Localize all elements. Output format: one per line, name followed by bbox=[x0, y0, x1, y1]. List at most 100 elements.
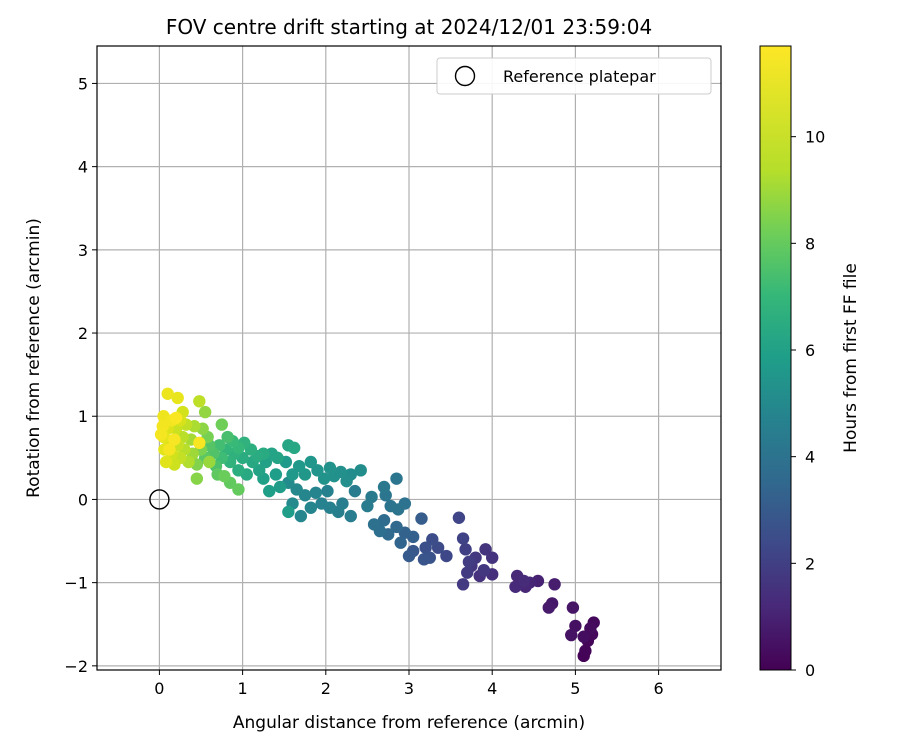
data-point bbox=[584, 622, 597, 635]
data-point bbox=[384, 499, 397, 513]
x-tick-label: 3 bbox=[404, 679, 414, 698]
data-point bbox=[218, 469, 231, 483]
colorbar-tick-label: 10 bbox=[805, 128, 825, 147]
data-point bbox=[340, 474, 353, 488]
data-point bbox=[215, 418, 228, 431]
data-point bbox=[577, 630, 590, 643]
x-tick-label: 6 bbox=[654, 679, 664, 698]
data-point bbox=[417, 553, 431, 566]
data-point bbox=[193, 395, 206, 408]
y-axis-ticks: −2 −1 0 1 2 3 4 5 bbox=[64, 74, 97, 676]
data-point bbox=[565, 628, 578, 642]
data-point bbox=[193, 436, 206, 450]
colorbar-ticks: 0 2 4 6 8 10 bbox=[791, 128, 825, 680]
legend-label: Reference platepar bbox=[503, 67, 656, 86]
data-point bbox=[171, 391, 184, 405]
colorbar-tick-label: 8 bbox=[805, 234, 815, 253]
data-point bbox=[394, 536, 407, 549]
y-tick-label: −2 bbox=[64, 657, 88, 676]
y-tick-label: 0 bbox=[78, 490, 88, 509]
data-point bbox=[548, 578, 561, 591]
data-point bbox=[354, 464, 367, 477]
data-point bbox=[402, 549, 416, 563]
x-axis-ticks: 0 1 2 3 4 5 6 bbox=[154, 670, 664, 698]
x-axis-label: Angular distance from reference (arcmin) bbox=[233, 713, 585, 733]
data-point bbox=[459, 543, 472, 556]
data-points bbox=[154, 387, 600, 663]
data-point bbox=[154, 428, 168, 441]
data-point bbox=[462, 555, 476, 569]
data-point bbox=[309, 486, 323, 499]
data-point bbox=[159, 455, 173, 469]
data-point bbox=[367, 518, 381, 531]
data-point bbox=[419, 541, 432, 554]
colorbar-tick-label: 6 bbox=[805, 341, 815, 360]
y-tick-label: 1 bbox=[78, 407, 88, 426]
data-point bbox=[542, 601, 555, 614]
y-tick-label: 5 bbox=[78, 74, 88, 93]
data-point bbox=[311, 464, 324, 477]
data-point bbox=[304, 455, 318, 469]
data-point bbox=[579, 644, 592, 658]
data-point bbox=[361, 499, 374, 513]
data-point bbox=[377, 480, 391, 494]
x-tick-label: 5 bbox=[570, 679, 580, 698]
data-point bbox=[290, 483, 303, 496]
x-tick-label: 1 bbox=[238, 679, 248, 698]
data-point bbox=[304, 501, 318, 514]
data-point bbox=[479, 543, 492, 556]
data-point bbox=[456, 578, 470, 591]
y-tick-label: −1 bbox=[64, 574, 88, 593]
data-point bbox=[348, 484, 362, 498]
data-point bbox=[273, 480, 287, 494]
data-point bbox=[198, 405, 212, 419]
data-point bbox=[321, 484, 334, 498]
grid-lines bbox=[97, 46, 721, 670]
data-point bbox=[461, 566, 474, 579]
data-point bbox=[486, 551, 499, 564]
colorbar-tick-label: 0 bbox=[805, 661, 815, 680]
data-point bbox=[287, 441, 301, 455]
data-point bbox=[323, 461, 337, 475]
x-tick-label: 2 bbox=[321, 679, 331, 698]
colorbar-gradient bbox=[759, 45, 792, 671]
reference-marker-icon bbox=[454, 65, 476, 87]
data-point bbox=[292, 459, 306, 473]
data-point bbox=[203, 455, 216, 469]
data-point bbox=[221, 430, 234, 444]
data-point bbox=[390, 520, 403, 534]
data-point bbox=[456, 532, 470, 545]
colorbar-tick-label: 2 bbox=[805, 554, 815, 573]
reference-platepar-marker bbox=[149, 489, 170, 510]
colorbar-tick-label: 4 bbox=[805, 448, 815, 467]
y-tick-label: 2 bbox=[78, 324, 88, 343]
data-point bbox=[253, 464, 266, 477]
data-point bbox=[294, 509, 308, 523]
data-point bbox=[377, 514, 391, 527]
x-tick-label: 0 bbox=[154, 679, 164, 698]
legend: Reference platepar bbox=[436, 57, 712, 95]
data-point bbox=[282, 505, 295, 519]
data-point bbox=[317, 472, 331, 485]
y-tick-label: 3 bbox=[78, 241, 88, 260]
data-point bbox=[452, 511, 466, 524]
data-point bbox=[440, 549, 453, 563]
data-point bbox=[169, 411, 183, 425]
x-tick-label: 4 bbox=[487, 679, 497, 698]
data-point bbox=[390, 472, 403, 485]
colorbar: 0 2 4 6 8 10 Hours from first FF file bbox=[759, 45, 861, 680]
data-point bbox=[190, 472, 204, 485]
chart-title: FOV centre drift starting at 2024/12/01 … bbox=[166, 15, 652, 39]
data-point bbox=[168, 433, 181, 446]
colorbar-label: Hours from first FF file bbox=[841, 263, 861, 453]
data-point bbox=[315, 497, 328, 510]
data-point bbox=[161, 387, 174, 400]
data-point bbox=[232, 483, 245, 496]
data-point bbox=[344, 509, 357, 523]
y-tick-label: 4 bbox=[78, 158, 88, 177]
data-point bbox=[426, 533, 439, 546]
data-point bbox=[269, 468, 283, 481]
data-point bbox=[263, 484, 276, 498]
y-axis-label: Rotation from reference (arcmin) bbox=[24, 218, 44, 498]
